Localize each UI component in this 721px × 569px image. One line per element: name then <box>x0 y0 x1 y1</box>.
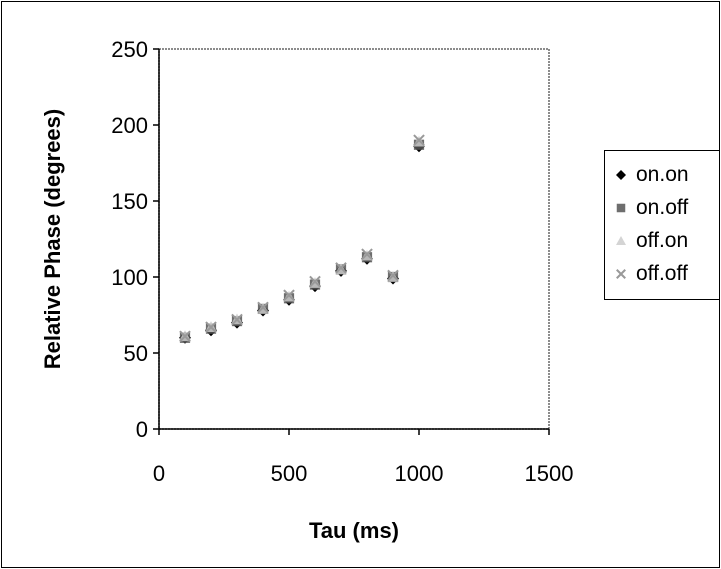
point-off-off-stroke <box>361 248 373 261</box>
y-tick-label: 150 <box>111 189 148 214</box>
plot-area <box>158 48 550 430</box>
point-off-off <box>179 330 191 343</box>
point-off-off <box>335 262 347 274</box>
legend-marker-off-off <box>616 269 626 279</box>
legend-item-off-on: off.on <box>605 226 688 256</box>
point-off-off <box>257 301 269 314</box>
point-off-off-stroke <box>205 321 217 333</box>
point-off-off-stroke <box>231 313 243 326</box>
y-tick-label: 50 <box>124 341 148 366</box>
x-axis-ticks: 0 500 1000 1500 <box>153 429 574 486</box>
legend-symbol-off-off <box>616 269 626 279</box>
point-off-off-stroke <box>387 269 399 282</box>
point-off-off-stroke <box>257 301 269 314</box>
legend-marker-off-on <box>616 236 626 245</box>
x-axis-title: Tau (ms) <box>309 518 399 543</box>
legend: on.on on.off off.on off.off <box>604 150 719 300</box>
point-off-off <box>231 313 243 326</box>
legend-marker-on-on <box>616 170 626 180</box>
point-off-off-stroke <box>283 289 295 302</box>
legend-symbol-off-off-stroke <box>616 269 626 279</box>
point-off-off <box>361 248 373 261</box>
legend-marker-on-off <box>616 203 626 213</box>
point-off-off <box>309 275 321 288</box>
y-axis-title: Relative Phase (degrees) <box>40 109 65 369</box>
legend-label: off.off <box>636 262 688 285</box>
point-off-off <box>283 289 295 302</box>
x-tick-label: 0 <box>153 461 165 486</box>
data-points <box>179 134 425 344</box>
legend-label: on.on <box>636 163 689 186</box>
point-off-off <box>413 134 425 147</box>
y-tick-label: 200 <box>111 113 148 138</box>
legend-symbol-on-off <box>616 203 626 213</box>
x-tick-label: 1000 <box>395 461 444 486</box>
y-axis-ticks: 0 50 100 150 200 250 <box>111 37 159 442</box>
legend-label: off.on <box>636 229 689 252</box>
y-tick-label: 250 <box>111 37 148 62</box>
x-tick-label: 500 <box>271 461 308 486</box>
y-tick-label: 100 <box>111 265 148 290</box>
point-off-off-stroke <box>179 330 191 343</box>
legend-symbol-on-on <box>616 170 626 180</box>
legend-item-on-on: on.on <box>605 160 689 190</box>
point-off-off <box>205 321 217 333</box>
point-off-off-stroke <box>335 262 347 274</box>
legend-label: on.off <box>636 196 689 219</box>
point-off-off-stroke <box>413 134 425 147</box>
x-tick-label: 1500 <box>525 461 574 486</box>
legend-item-on-off: on.off <box>605 193 688 223</box>
y-tick-label: 0 <box>136 417 148 442</box>
point-off-off <box>387 269 399 282</box>
legend-symbol-off-on <box>616 236 626 245</box>
legend-item-off-off: off.off <box>605 259 688 289</box>
point-off-off-stroke <box>309 275 321 288</box>
